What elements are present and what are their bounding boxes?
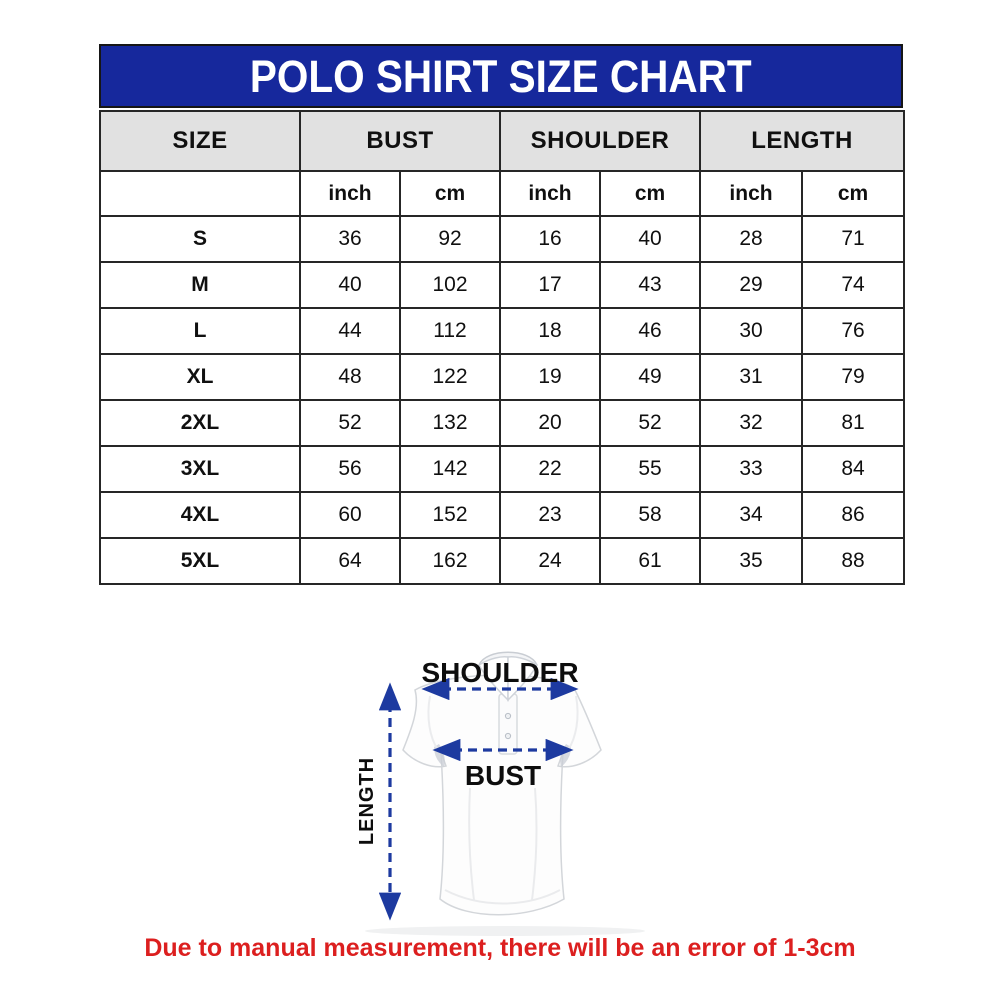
size-table: SIZE BUST SHOULDER LENGTH inch cm inch c… (99, 110, 906, 585)
value-cell: 32 (699, 399, 804, 447)
value-cell: 46 (598, 307, 702, 355)
value-cell: 79 (801, 353, 906, 401)
value-cell: 102 (399, 261, 501, 309)
unit-header-blank (99, 170, 301, 217)
value-cell: 162 (399, 537, 501, 585)
table-row: 4XL 60 152 23 58 34 86 (99, 491, 906, 539)
value-cell: 35 (699, 537, 804, 585)
value-cell: 49 (598, 353, 702, 401)
value-cell: 48 (299, 353, 401, 401)
shirt-shadow (365, 926, 645, 936)
value-cell: 52 (299, 399, 401, 447)
unit-header: inch (499, 170, 601, 217)
table-row: 3XL 56 142 22 55 33 84 (99, 445, 906, 493)
polo-measurement-diagram: SHOULDER BUST LENGTH (330, 638, 675, 938)
value-cell: 30 (699, 307, 804, 355)
value-cell: 64 (299, 537, 401, 585)
table-row: S 36 92 16 40 28 71 (99, 215, 906, 263)
value-cell: 122 (399, 353, 501, 401)
shirt-placket (498, 693, 518, 755)
value-cell: 84 (801, 445, 906, 493)
table-row: 5XL 64 162 24 61 35 88 (99, 537, 906, 585)
shoulder-label: SHOULDER (421, 657, 578, 688)
value-cell: 43 (598, 261, 702, 309)
shirt-button (504, 712, 512, 720)
unit-header: cm (399, 170, 501, 217)
value-cell: 76 (801, 307, 906, 355)
unit-header: cm (801, 170, 906, 217)
value-cell: 40 (299, 261, 401, 309)
length-label: LENGTH (356, 757, 378, 845)
group-header-size: SIZE (99, 110, 301, 172)
table-row: 2XL 52 132 20 52 32 81 (99, 399, 906, 447)
size-cell: XL (99, 353, 301, 401)
value-cell: 28 (699, 215, 804, 263)
value-cell: 132 (399, 399, 501, 447)
value-cell: 112 (399, 307, 501, 355)
value-cell: 61 (598, 537, 702, 585)
table-row: M 40 102 17 43 29 74 (99, 261, 906, 309)
table-row: L 44 112 18 46 30 76 (99, 307, 906, 355)
unit-header: inch (299, 170, 401, 217)
shirt-button (504, 732, 512, 740)
size-table-body: S 36 92 16 40 28 71 M 40 102 17 43 29 74 L 44 112 18 46 30 7… (99, 215, 906, 585)
size-cell: 4XL (99, 491, 301, 539)
table-row: XL 48 122 19 49 31 79 (99, 353, 906, 401)
bust-label: BUST (465, 760, 541, 791)
value-cell: 44 (299, 307, 401, 355)
group-header-length: LENGTH (699, 110, 906, 172)
size-cell: 3XL (99, 445, 301, 493)
value-cell: 20 (499, 399, 601, 447)
value-cell: 55 (598, 445, 702, 493)
value-cell: 31 (699, 353, 804, 401)
unit-header-row: inch cm inch cm inch cm (99, 170, 906, 217)
unit-header: cm (598, 170, 702, 217)
value-cell: 24 (499, 537, 601, 585)
chart-title: POLO SHIRT SIZE CHART (250, 50, 752, 102)
value-cell: 60 (299, 491, 401, 539)
value-cell: 22 (499, 445, 601, 493)
group-header-bust: BUST (299, 110, 501, 172)
size-cell: L (99, 307, 301, 355)
value-cell: 33 (699, 445, 804, 493)
value-cell: 19 (499, 353, 601, 401)
value-cell: 81 (801, 399, 906, 447)
value-cell: 142 (399, 445, 501, 493)
value-cell: 58 (598, 491, 702, 539)
value-cell: 74 (801, 261, 906, 309)
value-cell: 88 (801, 537, 906, 585)
unit-header: inch (699, 170, 804, 217)
size-cell: S (99, 215, 301, 263)
size-cell: 2XL (99, 399, 301, 447)
value-cell: 56 (299, 445, 401, 493)
value-cell: 17 (499, 261, 601, 309)
size-cell: M (99, 261, 301, 309)
polo-diagram-svg: SHOULDER BUST LENGTH (356, 651, 645, 936)
value-cell: 71 (801, 215, 906, 263)
value-cell: 29 (699, 261, 804, 309)
value-cell: 16 (499, 215, 601, 263)
group-header-row: SIZE BUST SHOULDER LENGTH (99, 110, 906, 172)
value-cell: 86 (801, 491, 906, 539)
value-cell: 52 (598, 399, 702, 447)
value-cell: 152 (399, 491, 501, 539)
size-cell: 5XL (99, 537, 301, 585)
group-header-shoulder: SHOULDER (498, 110, 702, 172)
value-cell: 40 (598, 215, 702, 263)
value-cell: 34 (699, 491, 804, 539)
value-cell: 18 (499, 307, 601, 355)
value-cell: 92 (399, 215, 501, 263)
value-cell: 36 (299, 215, 401, 263)
chart-title-bar: POLO SHIRT SIZE CHART (99, 44, 903, 108)
value-cell: 23 (499, 491, 601, 539)
size-chart-section: POLO SHIRT SIZE CHART SIZE BUST SHOULDER… (99, 44, 906, 585)
footnote: Due to manual measurement, there will be… (144, 934, 856, 962)
